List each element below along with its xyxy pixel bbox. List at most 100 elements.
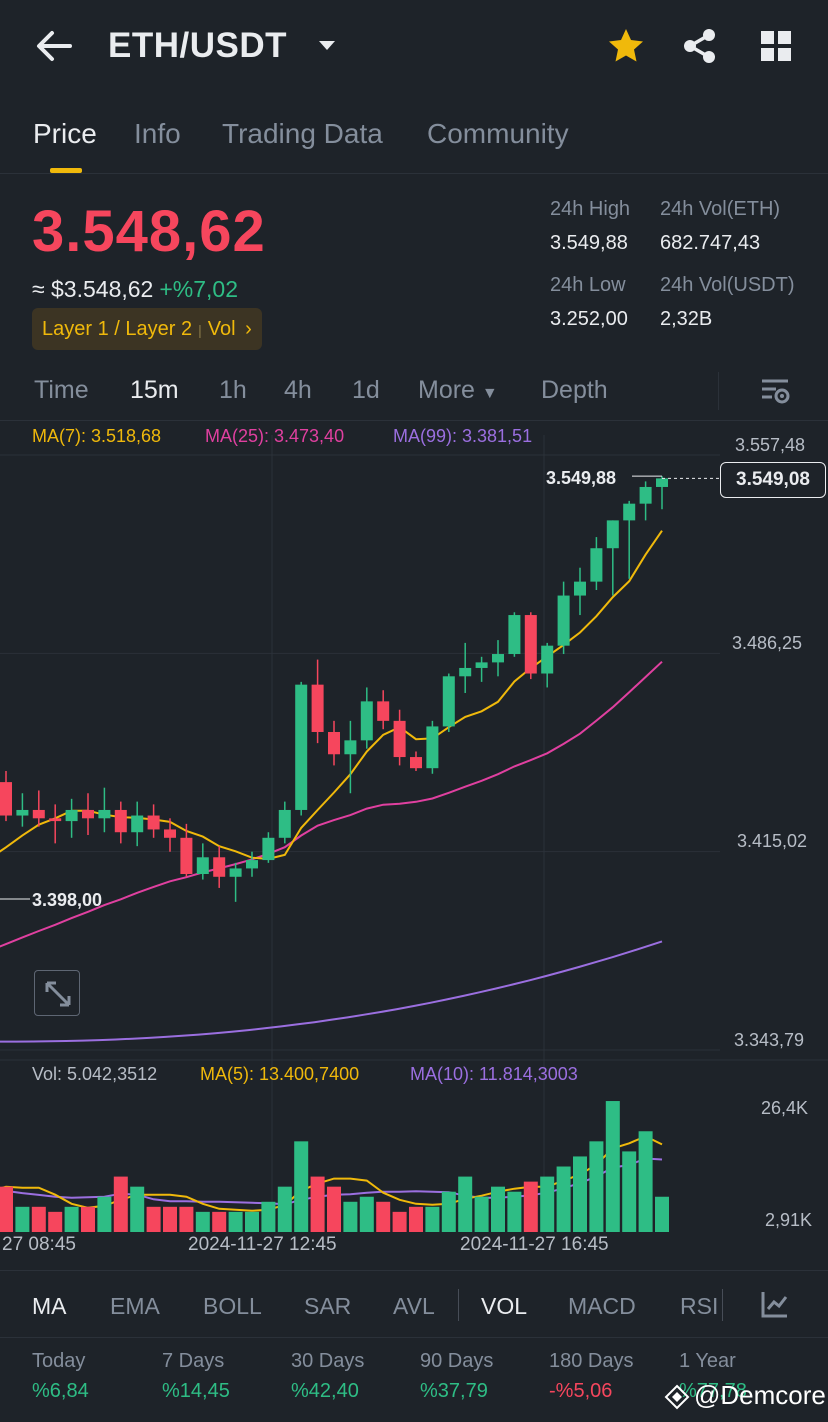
star-icon[interactable] (606, 26, 646, 66)
interval-15m[interactable]: 15m (130, 376, 179, 404)
caret-down-icon: ▼ (481, 385, 498, 402)
vol-eth-value: 682.747,43 (660, 232, 761, 254)
perf-value: -%5,06 (549, 1380, 613, 1402)
interval-1h[interactable]: 1h (219, 376, 247, 404)
volume-bar (81, 1206, 95, 1232)
time-axis-label: 27 08:45 (2, 1234, 76, 1255)
candlestick-chart[interactable] (0, 420, 828, 1270)
perf-value: %42,40 (291, 1380, 359, 1402)
candle-body (278, 809, 291, 838)
candle-body (147, 815, 160, 830)
candle-body (524, 615, 537, 674)
candle-body (639, 486, 652, 504)
category-badge[interactable]: Layer 1 / Layer 2 | Vol › (32, 308, 262, 350)
chevron-down-icon[interactable] (316, 34, 338, 56)
low-marker: 3.398,00 (32, 890, 103, 910)
vol-axis-label: 26,4K (761, 1098, 809, 1118)
tab-trading-data[interactable]: Trading Data (222, 118, 383, 149)
candle-body (180, 837, 193, 874)
candle-body (114, 809, 127, 833)
volume-bar (605, 1101, 620, 1232)
low-label: 24h Low (550, 274, 626, 296)
perf-value: %6,84 (32, 1380, 89, 1402)
tab-community[interactable]: Community (427, 118, 569, 149)
volume-bar (64, 1206, 79, 1232)
volume-bar (245, 1211, 259, 1232)
interval-more[interactable]: More ▼ (418, 376, 498, 405)
volume-bar (15, 1206, 30, 1232)
candle-body (229, 868, 242, 877)
perf-label: 7 Days (162, 1350, 225, 1372)
indicator-bar: MA EMA BOLL SAR AVL VOL MACD RSI (0, 1270, 828, 1338)
candle-body (442, 676, 455, 727)
volume-bar (589, 1141, 604, 1232)
volume-bar (163, 1206, 177, 1232)
candle-body (541, 645, 554, 674)
candle-body (0, 782, 13, 816)
volume-bar (113, 1176, 128, 1232)
candle-body (492, 654, 504, 663)
expand-chart-button[interactable] (34, 970, 80, 1016)
ma25-legend: MA(25): 3.473,40 (205, 426, 345, 446)
candle-body (426, 726, 439, 769)
volume-bar (359, 1196, 374, 1232)
pair-title[interactable]: ETH/USDT (108, 26, 287, 65)
candle-body (311, 684, 324, 732)
interval-4h[interactable]: 4h (284, 376, 312, 404)
indicator-ema[interactable]: EMA (110, 1293, 160, 1319)
indicator-settings-icon[interactable] (758, 1287, 792, 1321)
volume-bar (277, 1186, 292, 1232)
candle-body (410, 757, 422, 769)
watermark: @Demcore (694, 1380, 826, 1410)
tab-price[interactable]: Price (33, 118, 97, 149)
volume-bar (195, 1211, 210, 1232)
chart-settings-icon[interactable] (758, 374, 792, 408)
candle-body (574, 581, 586, 596)
candle-body (590, 548, 603, 582)
candle-body (246, 860, 258, 869)
candle-body (557, 595, 570, 646)
volume-bar (622, 1151, 637, 1232)
more-label: More (418, 376, 475, 404)
vol-ma5-legend: MA(5): 13.400,7400 (200, 1064, 360, 1084)
indicator-rsi[interactable]: RSI (680, 1293, 719, 1319)
candle-body (360, 701, 373, 741)
indicator-boll[interactable]: BOLL (203, 1293, 262, 1319)
candle-body (98, 809, 111, 819)
interval-1d[interactable]: 1d (352, 376, 380, 404)
volume-bar (376, 1201, 391, 1232)
volume-bar (441, 1191, 456, 1232)
candle-body (393, 720, 406, 758)
chevron-right-icon: › (245, 318, 252, 340)
volume-bar (228, 1211, 243, 1232)
perf-value: %37,79 (420, 1380, 488, 1402)
volume-bar (294, 1141, 309, 1232)
price-change: +%7,02 (159, 276, 238, 302)
indicator-vol[interactable]: VOL (481, 1293, 528, 1319)
back-arrow-icon[interactable] (34, 28, 74, 64)
interval-time[interactable]: Time (34, 376, 89, 404)
interval-depth[interactable]: Depth (541, 376, 608, 404)
vol-axis-label: 2,91K (765, 1210, 813, 1230)
vol-legend: Vol: 5.042,3512 (32, 1064, 158, 1084)
candle-body (606, 520, 619, 549)
indicator-sar[interactable]: SAR (304, 1293, 352, 1319)
perf-label: 90 Days (420, 1350, 494, 1372)
fiat-value: ≈ $3.548,62 (32, 276, 154, 302)
indicator-ma[interactable]: MA (32, 1293, 67, 1319)
interval-bar: Time 15m 1h 4h 1d More ▼ Depth (0, 366, 828, 416)
category-tag: Layer 1 / Layer 2 (42, 318, 193, 340)
vol-ma10-legend: MA(10): 11.814,3003 (410, 1064, 578, 1084)
perf-label: 1 Year (679, 1350, 736, 1372)
indicator-avl[interactable]: AVL (393, 1293, 435, 1319)
volume-bar (425, 1206, 440, 1232)
candle-body (262, 837, 275, 861)
tab-info[interactable]: Info (134, 118, 181, 149)
volume-bar (327, 1186, 341, 1232)
grid-menu-icon[interactable] (756, 26, 796, 66)
volume-bar (212, 1211, 227, 1232)
perf-label: 180 Days (549, 1350, 634, 1372)
vol-eth-label: 24h Vol(ETH) (660, 198, 781, 220)
indicator-macd[interactable]: MACD (568, 1293, 636, 1319)
share-icon[interactable] (680, 26, 720, 66)
